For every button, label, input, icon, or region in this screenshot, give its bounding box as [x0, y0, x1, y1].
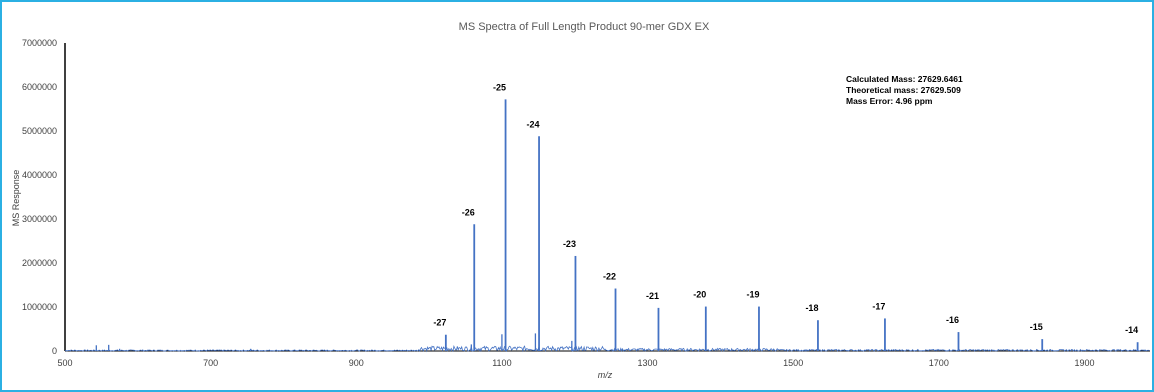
peak-label: -19 [746, 290, 759, 300]
x-tick-label: 1300 [638, 358, 658, 368]
plot-area: 0 1000000 2000000 3000000 4000000 5000000 6000… [22, 38, 1150, 368]
y-tick-label: 4000000 [22, 170, 57, 180]
peak-label: -23 [563, 239, 576, 249]
x-tick-label: 900 [349, 358, 364, 368]
annotation-line: Theoretical mass: 27629.509 [846, 85, 961, 95]
peak-label: -20 [693, 290, 706, 300]
y-axis-label: MS Response [11, 170, 21, 227]
y-tick-label: 2000000 [22, 258, 57, 268]
peak-label: -14 [1125, 325, 1138, 335]
y-tick-label: 6000000 [22, 82, 57, 92]
peak-label: -15 [1030, 322, 1043, 332]
x-tick-label: 1700 [929, 358, 949, 368]
peak-label: -27 [433, 318, 446, 328]
x-tick-label: 500 [57, 358, 72, 368]
peak-label: -25 [493, 82, 506, 92]
x-axis-label: m/z [598, 370, 613, 380]
baseline-noise [64, 345, 1150, 353]
y-tick-label: 5000000 [22, 126, 57, 136]
annotation-line: Mass Error: 4.96 ppm [846, 96, 933, 106]
annotation-line: Calculated Mass: 27629.6461 [846, 74, 963, 84]
y-tick-label: 0 [52, 346, 57, 356]
y-tick-label: 3000000 [22, 214, 57, 224]
x-tick-label: 1900 [1074, 358, 1094, 368]
y-tick-label: 7000000 [22, 38, 57, 48]
y-tick-label: 1000000 [22, 302, 57, 312]
peak-label: -24 [527, 119, 540, 129]
x-tick-label: 1500 [783, 358, 803, 368]
peak-label: -16 [946, 315, 959, 325]
peak-label: -26 [462, 207, 475, 217]
x-tick-label: 700 [203, 358, 218, 368]
chart-title: MS Spectra of Full Length Product 90-mer… [459, 21, 710, 33]
peak-label: -17 [872, 301, 885, 311]
x-tick-label: 1100 [492, 358, 511, 368]
peak-label: -22 [603, 272, 616, 282]
peak-label: -18 [805, 303, 818, 313]
peak-label: -21 [646, 291, 659, 301]
